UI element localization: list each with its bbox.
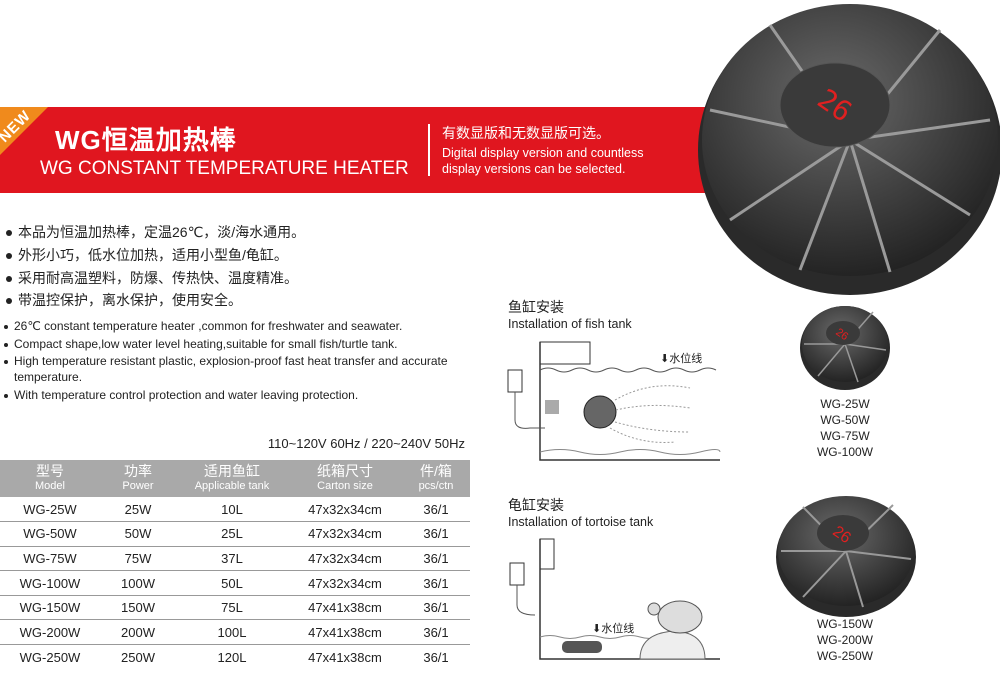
table-cell: 36/1 xyxy=(402,497,470,523)
subtitle-en-line2: display versions can be selected. xyxy=(442,162,626,176)
fish-tank-title-cn: 鱼缸安装 xyxy=(508,299,564,315)
heater-product-small-image: 26 xyxy=(800,306,890,390)
bullet-icon xyxy=(6,230,12,237)
table-cell: WG-75W xyxy=(0,546,100,572)
table-cell: 47x32x34cm xyxy=(288,570,402,596)
feature-cn: 采用耐高温塑料，防爆、传热快、温度精准。 xyxy=(6,268,298,288)
arrow-down-icon: ⬇ xyxy=(660,353,670,365)
table-cell: WG-200W xyxy=(0,619,100,646)
banner-divider xyxy=(428,124,430,176)
feature-en: With temperature control protection and … xyxy=(4,387,358,403)
table-cell: 100L xyxy=(176,619,288,646)
table-cell: 37L xyxy=(176,546,288,572)
table-cell: 50L xyxy=(176,570,288,596)
bullet-icon xyxy=(6,253,12,260)
table-cell: 25L xyxy=(176,521,288,547)
feature-en: Compact shape,low water level heating,su… xyxy=(4,336,398,352)
table-cell: 200W xyxy=(100,619,176,646)
table-row: WG-150W 150W 75L 47x41x38cm 36/1 xyxy=(0,595,470,621)
table-cell: 150W xyxy=(100,595,176,621)
table-row: WG-25W 25W 10L 47x32x34cm 36/1 xyxy=(0,497,470,523)
feature-cn: 带温控保护，离水保护，使用安全。 xyxy=(6,290,242,310)
header-power: 功率 Power xyxy=(100,460,176,497)
subtitle-en-line1: Digital display version and countless xyxy=(442,146,644,160)
table-cell: 36/1 xyxy=(402,521,470,547)
bullet-icon xyxy=(4,359,8,364)
subtitle-cn: 有数显版和无数显版可选。 xyxy=(442,125,610,141)
bullet-icon xyxy=(4,324,8,329)
spec-table: 型号 Model 功率 Power 适用鱼缸 Applicable tank 纸箱尺寸… xyxy=(0,460,470,669)
title-en: WG CONSTANT TEMPERATURE HEATER xyxy=(40,158,409,179)
heater-product-medium-image: 26 xyxy=(776,496,916,617)
table-cell: 36/1 xyxy=(402,619,470,646)
header-model: 型号 Model xyxy=(0,460,100,497)
table-cell: 50W xyxy=(100,521,176,547)
heater-product-large-image: 26 xyxy=(698,4,1000,295)
display-digits: 26 xyxy=(833,326,850,343)
table-cell: WG-25W xyxy=(0,497,100,523)
table-cell: 75W xyxy=(100,546,176,572)
feature-en: 26℃ constant temperature heater ,common … xyxy=(4,318,402,334)
table-cell: 47x32x34cm xyxy=(288,521,402,547)
table-cell: 36/1 xyxy=(402,595,470,621)
tortoise-tank-title-en: Installation of tortoise tank xyxy=(508,515,654,529)
table-cell: 36/1 xyxy=(402,546,470,572)
table-cell: 47x41x38cm xyxy=(288,595,402,621)
table-row: WG-100W 100W 50L 47x32x34cm 36/1 xyxy=(0,570,470,596)
title-cn: WG恒温加热棒 xyxy=(55,125,237,155)
header-tank: 适用鱼缸 Applicable tank xyxy=(176,460,288,497)
table-cell: 47x41x38cm xyxy=(308,649,382,665)
table-cell: WG-50W xyxy=(0,521,100,547)
table-cell: 100W xyxy=(100,570,176,596)
header-carton: 纸箱尺寸 Carton size xyxy=(288,460,402,497)
tortoise-tank-title-cn: 龟缸安装 xyxy=(508,497,564,513)
feature-cn: 外形小巧，低水位加热，适用小型鱼/龟缸。 xyxy=(6,245,288,265)
arrow-down-icon: ⬇ xyxy=(592,623,602,635)
table-cell: WG-250W xyxy=(19,649,81,665)
title-banner xyxy=(0,107,730,193)
table-cell: WG-150W xyxy=(0,595,100,621)
bullet-icon xyxy=(6,276,12,283)
tortoise-tank-diagram xyxy=(509,538,720,660)
table-cell: 250W xyxy=(121,649,155,665)
table-cell: 10L xyxy=(176,497,288,523)
table-row: WG-200W 200W 100L 47x41x38cm 36/1 xyxy=(0,619,470,646)
table-cell: WG-100W xyxy=(0,570,100,596)
large-models-label: WG-150W WG-200W WG-250W xyxy=(816,617,873,663)
bullet-icon xyxy=(6,298,12,305)
table-row: WG-75W 75W 37L 47x32x34cm 36/1 xyxy=(0,546,470,572)
bullet-icon xyxy=(4,342,8,347)
table-cell: 25W xyxy=(100,497,176,523)
table-cell: 120L xyxy=(217,649,247,665)
bullet-icon xyxy=(4,393,8,398)
table-cell: 75L xyxy=(176,595,288,621)
table-cell: 47x41x38cm xyxy=(288,619,402,646)
table-cell: 47x32x34cm xyxy=(288,497,402,523)
table-cell: 36/1 xyxy=(423,649,449,665)
small-models-label: WG-25W WG-50W WG-75W WG-100W xyxy=(816,397,873,459)
header-pcs: 件/箱 pcs/ctn xyxy=(402,460,470,497)
table-cell: 36/1 xyxy=(402,570,470,596)
fish-tank-diagram xyxy=(507,341,721,461)
tortoise-tank-water-line-label: ⬇水位线 xyxy=(592,623,635,635)
table-row: WG-250W 250W 120L 47x41x38cm 36/1 xyxy=(0,645,470,670)
table-cell: 47x32x34cm xyxy=(288,546,402,572)
feature-cn: 本品为恒温加热棒，定温26℃，淡/海水通用。 xyxy=(6,222,305,242)
feature-en: High temperature resistant plastic, expl… xyxy=(4,353,474,385)
fish-tank-title-en: Installation of fish tank xyxy=(508,317,632,331)
voltage-spec: 110~120V 60Hz / 220~240V 50Hz xyxy=(267,436,465,451)
fish-tank-water-line-label: ⬇水位线 xyxy=(660,353,703,365)
table-row: WG-50W 50W 25L 47x32x34cm 36/1 xyxy=(0,521,470,547)
